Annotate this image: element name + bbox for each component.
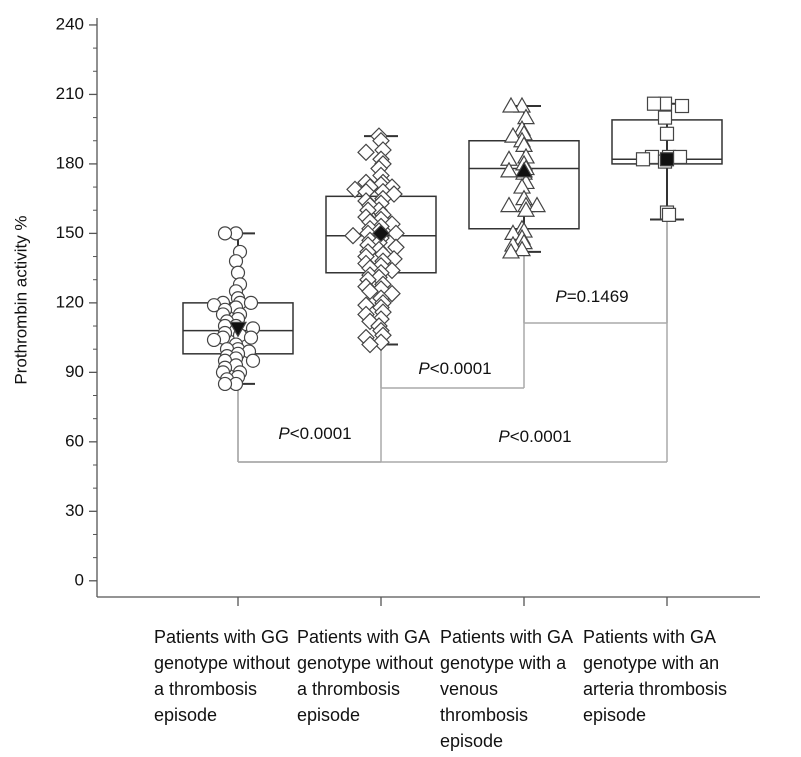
data-point	[646, 96, 662, 111]
p-italic: P	[498, 427, 510, 446]
data-point	[499, 196, 519, 213]
p-italic: P	[278, 424, 290, 443]
mean-marker	[514, 161, 534, 178]
data-point	[206, 332, 222, 348]
y-tick-label: 210	[56, 84, 84, 103]
p-rest: =0.1469	[567, 287, 629, 306]
data-point	[361, 335, 379, 354]
data-point	[516, 201, 536, 217]
data-point	[499, 161, 519, 178]
data-point	[661, 207, 677, 222]
p-rest: <0.0001	[510, 427, 572, 446]
data-point	[243, 295, 259, 310]
data-point	[357, 143, 375, 162]
mean-marker	[659, 152, 675, 167]
data-point	[501, 242, 521, 259]
data-point	[672, 149, 688, 165]
data-point	[635, 152, 651, 167]
y-tick-label: 30	[65, 501, 84, 520]
data-point	[659, 126, 675, 141]
data-point	[344, 226, 362, 245]
p-italic: P	[418, 359, 430, 378]
data-point	[512, 240, 532, 257]
data-point	[361, 282, 379, 301]
data-point	[243, 330, 259, 345]
y-tick-label: 150	[56, 223, 84, 242]
data-point	[657, 110, 673, 125]
data-point	[228, 254, 244, 269]
y-tick-label: 120	[56, 292, 84, 311]
data-point	[501, 96, 521, 113]
data-point	[217, 376, 233, 392]
data-point	[217, 226, 233, 241]
x-tick-label: Patients with GA genotype with an arteri…	[583, 627, 728, 725]
mean-marker	[372, 224, 390, 243]
p-value-annotation: P<0.0001	[278, 424, 351, 443]
p-rest: <0.0001	[430, 359, 492, 378]
x-tick-label: Patients with GA genotype with a venous …	[440, 627, 573, 751]
y-tick-label: 0	[75, 570, 84, 589]
data-point	[527, 196, 547, 213]
p-value-annotation: P<0.0001	[498, 427, 571, 446]
y-tick-label: 60	[65, 431, 84, 450]
p-rest: <0.0001	[290, 424, 352, 443]
data-point	[674, 98, 690, 114]
p-value-annotation: P=0.1469	[555, 287, 628, 306]
p-italic: P	[555, 287, 567, 306]
y-tick-label: 90	[65, 362, 84, 381]
y-tick-label: 180	[56, 153, 84, 172]
data-point	[230, 265, 246, 280]
mean-marker	[228, 321, 248, 338]
data-point	[503, 126, 523, 143]
y-tick-label: 240	[56, 14, 84, 33]
x-tick-label: Patients with GA genotype without a thro…	[297, 627, 434, 725]
y-axis-label: Prothrombin activity %	[11, 215, 30, 384]
data-point	[245, 353, 261, 368]
x-tick-label: Patients with GG genotype without a thro…	[154, 627, 291, 725]
p-value-annotation: P<0.0001	[418, 359, 491, 378]
